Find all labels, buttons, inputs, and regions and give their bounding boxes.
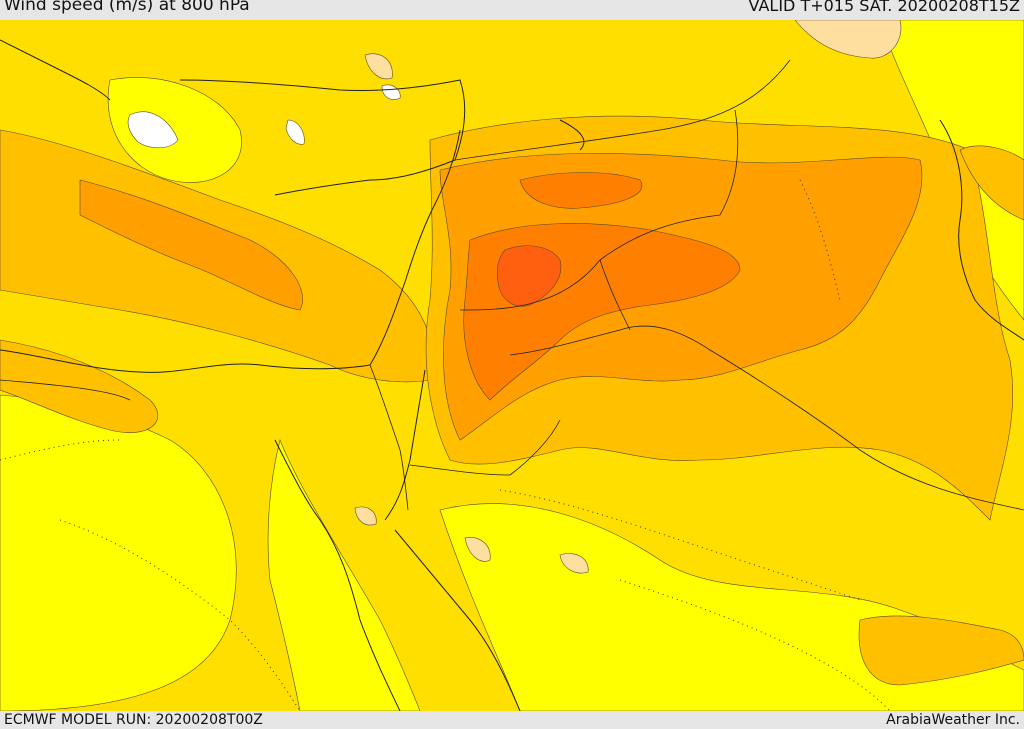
map-footer: ECMWF MODEL RUN: 20200208T00Z ArabiaWeat…	[0, 711, 1024, 729]
model-run-label: ECMWF MODEL RUN: 20200208T00Z	[4, 712, 263, 728]
coast-lake	[559, 119, 585, 151]
coast-gulf	[939, 119, 1024, 341]
valid-time-label: VALID T+015 SAT. 20200208T15Z	[748, 0, 1020, 15]
border-egypt-israel	[369, 364, 409, 511]
coast-east-mediterranean	[0, 129, 461, 373]
band-midhigh-mediterranean	[79, 179, 303, 311]
patch-tan-3	[354, 506, 377, 526]
border-turkey-syria	[454, 59, 791, 161]
border-egypt-libya	[0, 379, 131, 401]
admin-line-1	[59, 519, 301, 711]
coastlines	[0, 39, 1024, 711]
country-borders	[0, 59, 1024, 511]
patch-tan-north	[794, 20, 902, 59]
border-saudi-iraq	[509, 325, 1024, 511]
admin-boundaries	[0, 179, 891, 711]
patch-calm-2	[285, 119, 305, 145]
coast-gulf-aqaba	[384, 369, 426, 521]
credit-label: ArabiaWeather Inc.	[886, 712, 1020, 728]
wind-speed-map	[0, 20, 1024, 711]
band-mid-libya	[0, 339, 159, 433]
coast-red-sea-west	[274, 439, 401, 711]
band-high-north	[519, 172, 643, 209]
coast-red-sea-east	[394, 529, 521, 711]
coast-aegean	[0, 39, 111, 101]
band-highest-core	[496, 245, 562, 307]
patch-calm-1	[127, 111, 179, 149]
wind-speed-field	[0, 20, 1024, 711]
band-low-aegean	[107, 77, 242, 183]
patch-tan-2	[559, 553, 589, 574]
band-low-sinai	[267, 439, 421, 711]
patch-tan-1	[464, 537, 491, 562]
border-jordan-iraq	[599, 259, 631, 331]
map-title: Wind speed (m/s) at 800 hPa	[4, 0, 250, 15]
border-syria-iraq	[459, 109, 739, 311]
border-jordan-saudi	[409, 419, 561, 476]
map-header: Wind speed (m/s) at 800 hPa VALID T+015 …	[0, 0, 1024, 20]
patch-tan-4	[364, 53, 393, 80]
coast-anatolia	[179, 79, 466, 196]
